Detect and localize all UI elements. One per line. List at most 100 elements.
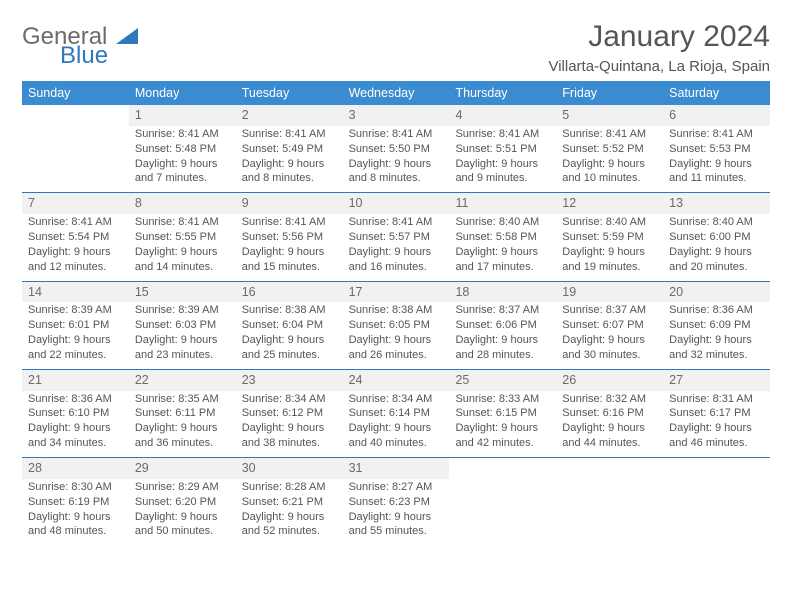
sunrise-text: Sunrise: 8:31 AM [669,392,764,407]
sunrise-text: Sunrise: 8:41 AM [242,215,337,230]
sunrise-text: Sunrise: 8:35 AM [135,392,230,407]
day-cell: 21Sunrise: 8:36 AMSunset: 6:10 PMDayligh… [22,370,129,457]
daylight-text: and 8 minutes. [242,171,337,186]
daylight-text: and 25 minutes. [242,348,337,363]
weekday-header: Wednesday [343,81,450,105]
daylight-text: and 9 minutes. [455,171,550,186]
sunset-text: Sunset: 6:05 PM [349,318,444,333]
daylight-text: Daylight: 9 hours [135,333,230,348]
day-number: 15 [129,282,236,303]
week-row: 7 Sunrise: 8:41 AM Sunset: 5:54 PM Daylight… [22,192,770,280]
sunrise-text: Sunrise: 8:41 AM [135,215,230,230]
daylight-text: and 11 minutes. [669,171,764,186]
daylight-text: and 7 minutes. [135,171,230,186]
day-number: 13 [663,193,770,214]
daylight-text: Daylight: 9 hours [28,333,123,348]
day-cell: 6Sunrise: 8:41 AMSunset: 5:53 PMDaylight… [663,105,770,192]
sunset-text: Sunset: 6:23 PM [349,495,444,510]
sunset-text: Sunset: 6:15 PM [455,406,550,421]
sunset-text: Sunset: 6:19 PM [28,495,123,510]
title-block: January 2024 Villarta-Quintana, La Rioja… [548,20,770,75]
daylight-text: and 42 minutes. [455,436,550,451]
daylight-text: and 36 minutes. [135,436,230,451]
day-cell: 15Sunrise: 8:39 AMSunset: 6:03 PMDayligh… [129,282,236,369]
day-cell: 13Sunrise: 8:40 AMSunset: 6:00 PMDayligh… [663,193,770,280]
header: General Blue January 2024 Villarta-Quint… [22,20,770,75]
day-cell: 19Sunrise: 8:37 AMSunset: 6:07 PMDayligh… [556,282,663,369]
daylight-text: Daylight: 9 hours [28,510,123,525]
daylight-text: and 20 minutes. [669,260,764,275]
daylight-text: Daylight: 9 hours [349,510,444,525]
day-number: 19 [556,282,663,303]
day-cell: 27Sunrise: 8:31 AMSunset: 6:17 PMDayligh… [663,370,770,457]
daylight-text: Daylight: 9 hours [242,245,337,260]
day-cell: 10Sunrise: 8:41 AMSunset: 5:57 PMDayligh… [343,193,450,280]
day-number: 18 [449,282,556,303]
daylight-text: Daylight: 9 hours [455,245,550,260]
daylight-text: and 23 minutes. [135,348,230,363]
daylight-text: and 48 minutes. [28,524,123,539]
day-number: 23 [236,370,343,391]
day-cell: 23Sunrise: 8:34 AMSunset: 6:12 PMDayligh… [236,370,343,457]
day-number: 11 [449,193,556,214]
daylight-text: and 44 minutes. [562,436,657,451]
day-cell-empty [556,458,663,545]
sunrise-text: Sunrise: 8:34 AM [242,392,337,407]
day-cell: 12Sunrise: 8:40 AMSunset: 5:59 PMDayligh… [556,193,663,280]
week-row: 28Sunrise: 8:30 AMSunset: 6:19 PMDayligh… [22,457,770,545]
day-number: 16 [236,282,343,303]
sunrise-text: Sunrise: 8:32 AM [562,392,657,407]
day-cell: 20Sunrise: 8:36 AMSunset: 6:09 PMDayligh… [663,282,770,369]
daylight-text: Daylight: 9 hours [135,157,230,172]
day-number: 9 [236,193,343,214]
sunrise-text: Sunrise: 8:37 AM [562,303,657,318]
daylight-text: Daylight: 9 hours [242,333,337,348]
weekday-header: Tuesday [236,81,343,105]
day-cell: 17Sunrise: 8:38 AMSunset: 6:05 PMDayligh… [343,282,450,369]
day-number: 1 [129,105,236,126]
day-number: 20 [663,282,770,303]
day-cell: 30Sunrise: 8:28 AMSunset: 6:21 PMDayligh… [236,458,343,545]
daylight-text: and 32 minutes. [669,348,764,363]
sunset-text: Sunset: 6:09 PM [669,318,764,333]
daylight-text: and 38 minutes. [242,436,337,451]
day-cell-empty [22,105,129,192]
daylight-text: and 12 minutes. [28,260,123,275]
weekday-header: Thursday [449,81,556,105]
sunset-text: Sunset: 5:51 PM [455,142,550,157]
sunrise-text: Sunrise: 8:38 AM [349,303,444,318]
daylight-text: and 55 minutes. [349,524,444,539]
daylight-text: Daylight: 9 hours [669,245,764,260]
daylight-text: and 50 minutes. [135,524,230,539]
sunrise-text: Sunrise: 8:40 AM [562,215,657,230]
daylight-text: Daylight: 9 hours [669,157,764,172]
daylight-text: Daylight: 9 hours [349,421,444,436]
daylight-text: and 14 minutes. [135,260,230,275]
day-number: 4 [449,105,556,126]
triangle-icon [116,26,138,49]
daylight-text: Daylight: 9 hours [349,333,444,348]
daylight-text: and 52 minutes. [242,524,337,539]
day-number: 7 [22,193,129,214]
sunset-text: Sunset: 6:00 PM [669,230,764,245]
day-number: 6 [663,105,770,126]
day-number: 26 [556,370,663,391]
sunset-text: Sunset: 6:06 PM [455,318,550,333]
sunrise-text: Sunrise: 8:34 AM [349,392,444,407]
day-cell: 3Sunrise: 8:41 AMSunset: 5:50 PMDaylight… [343,105,450,192]
day-cell: 24Sunrise: 8:34 AMSunset: 6:14 PMDayligh… [343,370,450,457]
daylight-text: Daylight: 9 hours [28,421,123,436]
day-number: 31 [343,458,450,479]
weeks-container: 1Sunrise: 8:41 AMSunset: 5:48 PMDaylight… [22,105,770,545]
weekday-header: Friday [556,81,663,105]
sunrise-text: Sunrise: 8:41 AM [242,127,337,142]
sunset-text: Sunset: 5:54 PM [28,230,123,245]
sunrise-text: Sunrise: 8:36 AM [669,303,764,318]
day-number: 25 [449,370,556,391]
sunset-text: Sunset: 6:01 PM [28,318,123,333]
sunset-text: Sunset: 6:03 PM [135,318,230,333]
day-number: 12 [556,193,663,214]
day-cell: 7Sunrise: 8:41 AMSunset: 5:54 PMDaylight… [22,193,129,280]
day-cell: 1Sunrise: 8:41 AMSunset: 5:48 PMDaylight… [129,105,236,192]
daylight-text: and 40 minutes. [349,436,444,451]
